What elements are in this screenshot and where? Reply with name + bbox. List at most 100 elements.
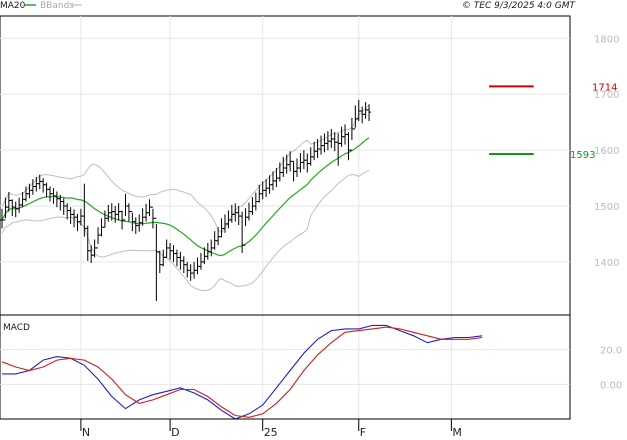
- price-bar: [360, 106, 365, 124]
- price-bar: [113, 206, 118, 223]
- x-tick-label: D: [171, 426, 179, 439]
- price-tick-label: 1800: [594, 34, 619, 45]
- bollinger-bands: [1, 104, 370, 292]
- price-bar: [219, 218, 224, 238]
- x-tick-label: M: [452, 426, 462, 439]
- bollinger-upper: [1, 104, 370, 234]
- price-bar: [253, 192, 258, 211]
- price-bar: [295, 158, 300, 177]
- signal-series-line: [1, 326, 483, 418]
- price-bar: [89, 245, 94, 264]
- price-bar: [363, 102, 368, 119]
- x-tick-label: 25: [264, 426, 278, 439]
- price-bar: [349, 117, 354, 151]
- price-bar: [150, 206, 155, 229]
- price-bar: [264, 179, 269, 198]
- price-tick-label: 1400: [594, 258, 619, 269]
- price-bar: [312, 141, 317, 161]
- price-bar: [102, 210, 107, 228]
- price-tick-label: 1700: [594, 90, 619, 101]
- price-bar: [48, 186, 53, 202]
- price-bar: [216, 227, 221, 246]
- macd-lines: [1, 324, 483, 420]
- price-bar: [171, 245, 176, 262]
- price-bar: [164, 239, 169, 258]
- price-bar: [174, 249, 179, 267]
- price-bar: [325, 131, 330, 151]
- price-bar: [85, 225, 90, 261]
- price-bar: [367, 104, 372, 122]
- price-bar: [82, 183, 87, 237]
- price-bar: [353, 105, 358, 130]
- price-bar: [44, 182, 49, 198]
- price-bar: [198, 252, 203, 270]
- price-bar: [96, 227, 101, 249]
- price-bar: [13, 201, 18, 218]
- price-bar: [192, 261, 197, 279]
- price-bar: [236, 206, 241, 226]
- price-bar: [339, 126, 344, 147]
- macd-title: MACD: [3, 323, 30, 333]
- ma20-line: [1, 137, 370, 257]
- macd-tick-label: 20.0: [600, 346, 622, 357]
- price-bar: [298, 152, 303, 173]
- price-bar: [51, 188, 56, 204]
- price-panel-frame: [0, 15, 571, 316]
- macd-tick-label: 0.00: [600, 380, 622, 391]
- price-bar: [322, 133, 327, 153]
- macd-axis-labels: 0.00 20.0: [600, 346, 622, 392]
- price-bar: [161, 249, 166, 267]
- price-bar: [181, 256, 186, 274]
- price-bar: [54, 191, 59, 208]
- price-gridlines: [0, 16, 570, 419]
- price-bar: [195, 257, 200, 275]
- price-bar: [41, 178, 46, 193]
- price-bars: [0, 99, 372, 302]
- price-bar: [332, 132, 337, 152]
- x-axis-ticks: N D 25 F M: [80, 419, 462, 439]
- price-bar: [154, 217, 159, 302]
- price-bar: [99, 218, 104, 237]
- price-bar: [10, 199, 15, 217]
- ma-legend-label: MA20: [0, 1, 26, 11]
- price-tick-label: 1500: [594, 202, 619, 213]
- price-tick-label: 1600: [594, 146, 619, 157]
- price-bar: [178, 251, 183, 270]
- x-tick-label: F: [360, 426, 366, 439]
- bbands-legend-label: BBands: [40, 1, 74, 11]
- price-bar: [133, 217, 138, 234]
- x-tick-label: N: [82, 426, 90, 439]
- price-levels: 1714 1593: [489, 82, 617, 161]
- price-bar: [301, 150, 306, 170]
- bollinger-lower: [1, 169, 370, 292]
- price-bar: [346, 132, 351, 161]
- price-bar: [319, 135, 324, 155]
- price-axis-labels: 1400 1500 1600 1700 1800: [594, 34, 619, 269]
- price-bar: [106, 204, 111, 222]
- price-bar: [123, 193, 128, 221]
- timestamp-stamp: © TEC 9/3/2025 4:0 GMT: [462, 1, 577, 11]
- price-bar: [291, 160, 296, 182]
- macd-gridlines: [0, 349, 570, 385]
- price-bar: [188, 264, 193, 281]
- price-bar: [336, 133, 341, 166]
- ma20-path: [1, 137, 370, 257]
- price-bar: [140, 208, 145, 226]
- price-bar: [305, 153, 310, 173]
- price-bar: [168, 242, 173, 260]
- price-bar: [147, 199, 152, 217]
- macd-series-line: [2, 324, 483, 420]
- resistance-level-label: 1714: [592, 82, 617, 93]
- price-bar: [212, 231, 217, 250]
- price-bar: [61, 198, 66, 215]
- price-bar: [130, 211, 135, 232]
- price-bar: [246, 202, 251, 221]
- support-level-label: 1593: [570, 150, 595, 161]
- price-bar: [329, 128, 334, 148]
- price-bar: [343, 124, 348, 145]
- price-bar: [68, 207, 73, 224]
- price-bar: [185, 261, 190, 278]
- price-bar: [34, 176, 39, 192]
- price-bar: [17, 197, 22, 213]
